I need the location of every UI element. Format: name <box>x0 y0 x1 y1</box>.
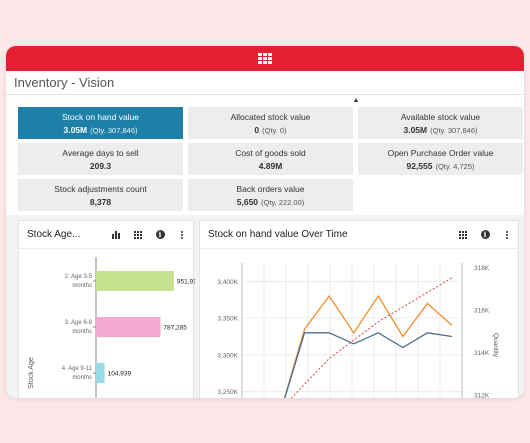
kpi-qty: (Qty. 0) <box>262 126 287 135</box>
bar <box>96 363 105 383</box>
top-bar <box>6 46 524 71</box>
panel-title: Stock Age... <box>27 229 81 240</box>
series-line <box>283 294 453 398</box>
category-label: 2. Age 3-5 <box>65 274 93 280</box>
category-label: months <box>72 375 92 381</box>
bar-value-label: 951,914 <box>177 279 195 286</box>
category-label: months <box>72 283 92 289</box>
kpi-value: 209.3 <box>89 161 112 171</box>
kpi-allocated-stock-value[interactable]: Allocated stock value 0 (Qty. 0) <box>188 107 353 139</box>
kpi-label: Stock on hand value <box>61 112 140 122</box>
kpi-label: Average days to sell <box>62 148 139 158</box>
y2-tick-label: 314K <box>474 350 490 357</box>
app-grid-icon[interactable] <box>258 52 272 65</box>
more-options-icon[interactable] <box>171 221 193 249</box>
kpi-value: 8,378 <box>89 197 112 207</box>
kpi-grid: Stock on hand value 3.05M (Qty. 307,846) … <box>18 107 523 211</box>
kpi-label: Back orders value <box>236 184 305 194</box>
kpi-available-stock-value[interactable]: Available stock value 3.05M (Qty. 307,846… <box>358 107 523 139</box>
y-tick-label: 3,250K <box>217 389 238 396</box>
y-tick-label: 3,350K <box>217 316 238 323</box>
y2-tick-label: 318K <box>474 265 490 272</box>
y2-tick-label: 316K <box>474 307 490 314</box>
series-line <box>284 332 453 398</box>
app-frame: Inventory - Vision ▲ Stock on hand value… <box>6 46 524 398</box>
y-tick-label: 3,400K <box>217 279 238 286</box>
y-tick-label: 3,300K <box>217 352 238 359</box>
category-label: months <box>72 329 92 335</box>
category-label: 4. Age 9-11 <box>62 366 93 372</box>
stock-over-time-chart: 3,400K 3,350K 3,300K 3,250K 318K 316K 314K 312K… <box>217 263 499 398</box>
kpi-qty: (Qty. 4,725) <box>435 162 475 171</box>
kpi-stock-on-hand-value[interactable]: Stock on hand value 3.05M (Qty. 307,846) <box>18 107 183 139</box>
kpi-value: 3.05M <box>403 125 428 135</box>
kpi-value: 5,650 <box>236 197 259 207</box>
page-title: Inventory - Vision <box>14 75 115 90</box>
kpi-cost-of-goods-sold[interactable]: Cost of goods sold 4.89M <box>188 143 353 175</box>
stock-on-hand-over-time-panel: Stock on hand value Over Time i 3,400K 3,… <box>199 220 519 398</box>
kpi-qty: (Qty. 307,846) <box>90 126 138 135</box>
kpi-average-days-to-sell[interactable]: Average days to sell 209.3 <box>18 143 183 175</box>
bar <box>96 317 161 337</box>
kpi-label: Open Purchase Order value <box>387 148 494 158</box>
kpi-label: Available stock value <box>400 112 481 122</box>
kpi-value: 3.05M <box>63 125 88 135</box>
info-icon[interactable]: i <box>149 221 171 249</box>
kpi-qty: (Qty. 307,846) <box>430 126 478 135</box>
panel-header: Stock Age... i <box>19 221 193 249</box>
table-view-icon[interactable] <box>452 221 474 249</box>
page-header: Inventory - Vision <box>6 71 524 95</box>
bar-value-label: 104,939 <box>108 371 132 378</box>
kpi-label: Stock adjustments count <box>54 184 147 194</box>
panel-header: Stock on hand value Over Time i <box>200 221 518 249</box>
kpi-value: 92,555 <box>406 161 433 171</box>
kpi-back-orders-value[interactable]: Back orders value 5,650 (Qty. 222.00) <box>188 179 353 211</box>
kpi-open-purchase-order-value[interactable]: Open Purchase Order value 92,555 (Qty. 4,… <box>358 143 523 175</box>
kpi-value: 0 <box>254 125 260 135</box>
table-view-icon[interactable] <box>127 221 149 249</box>
y-axis-label: Stock Age <box>28 357 35 389</box>
bar-chart-icon[interactable] <box>105 221 127 249</box>
kpi-value: 4.89M <box>258 161 283 171</box>
kpi-qty: (Qty. 222.00) <box>261 198 305 207</box>
stock-age-panel: Stock Age... i Stock Age 951,914 2. Age 3-… <box>18 220 201 398</box>
bar-value-label: 787,285 <box>163 325 187 332</box>
trend-line <box>290 277 453 398</box>
more-options-icon[interactable] <box>496 221 518 249</box>
collapse-caret-icon[interactable]: ▲ <box>352 96 360 104</box>
kpi-label: Cost of goods sold <box>235 148 306 158</box>
info-icon[interactable]: i <box>474 221 496 249</box>
kpi-label: Allocated stock value <box>230 112 311 122</box>
kpi-area: ▲ Stock on hand value 3.05M (Qty. 307,846… <box>6 95 524 215</box>
stock-age-chart: Stock Age 951,914 2. Age 3-5 months 787,285 3… <box>28 257 201 398</box>
y2-tick-label: 312K <box>474 393 490 398</box>
kpi-stock-adjustments-count[interactable]: Stock adjustments count 8,378 <box>18 179 183 211</box>
category-label: 3. Age 6-8 <box>65 320 93 326</box>
bar <box>96 271 174 291</box>
panel-title: Stock on hand value Over Time <box>208 229 348 240</box>
y2-axis-label: Quantity <box>492 333 499 358</box>
